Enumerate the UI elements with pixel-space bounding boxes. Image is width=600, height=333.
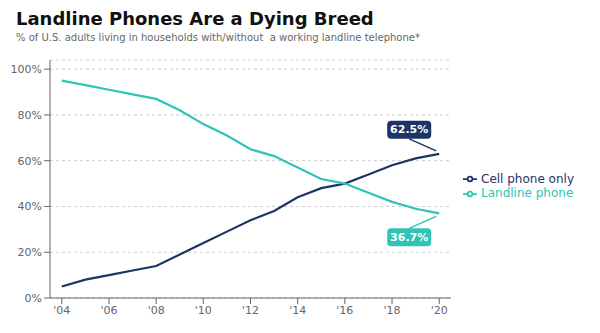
svg-text:80%: 80% xyxy=(18,109,42,122)
svg-text:100%: 100% xyxy=(11,63,42,76)
svg-text:0%: 0% xyxy=(25,292,42,305)
html-text:Landline Phones Are a Dying Br: Landline Phones Are a Dying Breed xyxy=(16,8,374,29)
svg-text:'08: '08 xyxy=(148,304,165,317)
html-text:% of U.S. adults living in hou: % of U.S. adults living in households wi… xyxy=(16,32,420,43)
svg-text:'14: '14 xyxy=(289,304,306,317)
svg-text:'18: '18 xyxy=(384,304,401,317)
html-text:Cell phone only: Cell phone only xyxy=(481,171,574,186)
svg-text:'04: '04 xyxy=(53,304,70,317)
svg-text:'12: '12 xyxy=(242,304,259,317)
svg-text:'16: '16 xyxy=(336,304,353,317)
svg-text:'06: '06 xyxy=(100,304,117,317)
svg-text:20%: 20% xyxy=(18,246,42,259)
svg-text:60%: 60% xyxy=(18,155,42,168)
svg-text:'10: '10 xyxy=(195,304,212,317)
html-text:Landline phone: Landline phone xyxy=(481,186,574,200)
svg-text:'20: '20 xyxy=(431,304,448,317)
svg-text:62.5%: 62.5% xyxy=(390,123,428,136)
svg-text:36.7%: 36.7% xyxy=(390,231,428,244)
svg-text:40%: 40% xyxy=(18,200,42,213)
